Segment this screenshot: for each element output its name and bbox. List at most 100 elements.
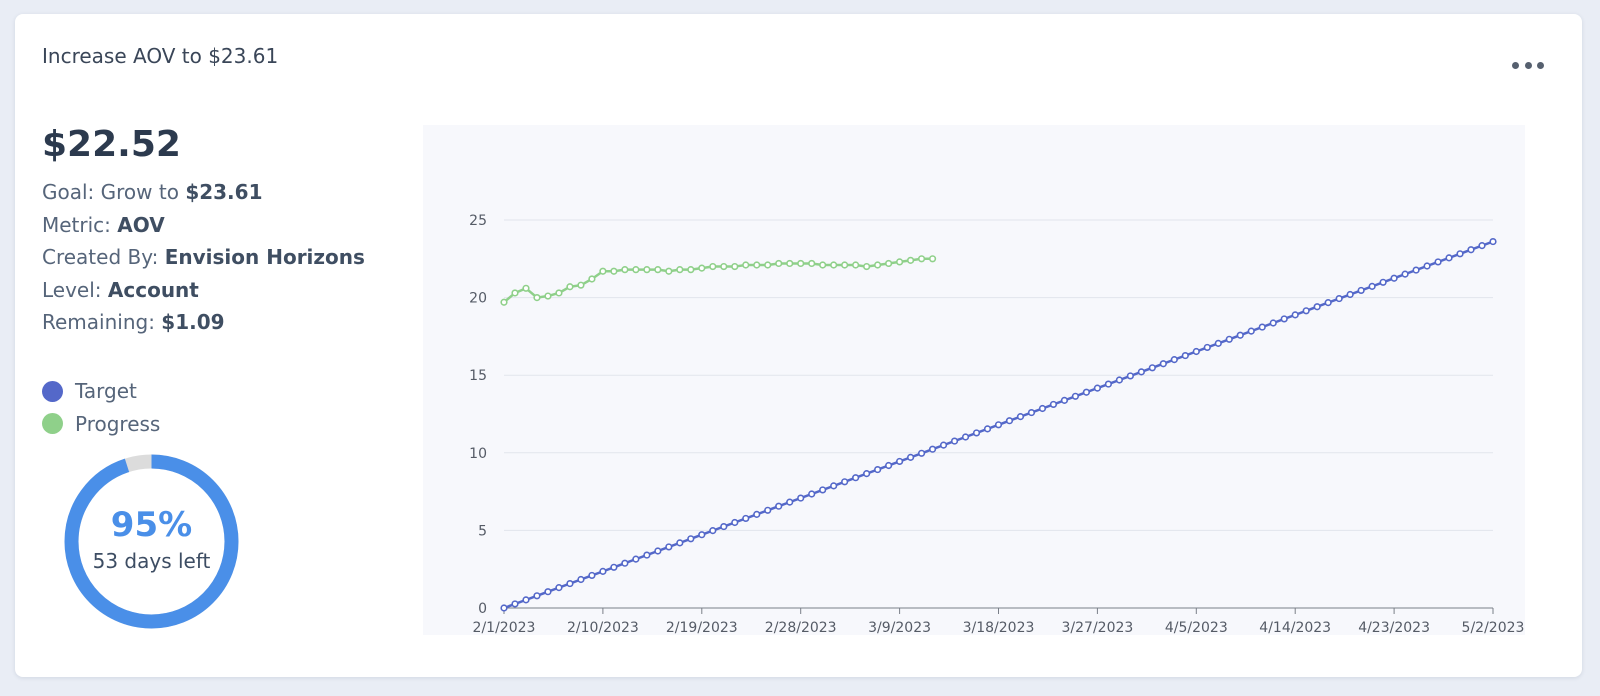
progress-point: [610, 267, 618, 275]
target-point: [1236, 331, 1244, 339]
goal-card: Increase AOV to $23.61 $22.52 Goal: Grow…: [15, 14, 1582, 677]
progress-point: [742, 261, 750, 269]
progress-point: [533, 294, 541, 302]
progress-point: [720, 262, 728, 271]
progress-ring-graphic: [64, 454, 239, 629]
progress-point: [731, 262, 739, 271]
legend-item-target[interactable]: Target: [42, 375, 160, 408]
x-tick-label: 3/9/2023: [868, 620, 931, 635]
goal-chart: 0 5 10 15 20 25 2/1/2023 2/10/2023 2/19/2023 2/28…: [423, 125, 1525, 635]
progress-point: [928, 255, 937, 263]
progress-ring: 95% 53 days left: [63, 453, 240, 630]
progress-point: [566, 283, 574, 291]
target-point: [1478, 242, 1486, 250]
progress-point: [577, 281, 585, 289]
progress-point: [874, 261, 882, 269]
x-tick-label: 4/23/2023: [1358, 620, 1430, 635]
more-dot: [1524, 61, 1532, 69]
progress-point: [687, 266, 695, 274]
progress-point: [698, 264, 706, 272]
target-point: [731, 518, 739, 527]
progress-point: [863, 262, 871, 271]
target-point: [1280, 315, 1288, 323]
target-point: [1192, 347, 1200, 356]
progress-percent: 95%: [110, 505, 193, 545]
target-point: [654, 547, 662, 555]
progress-point: [544, 292, 552, 300]
progress-point: [753, 261, 761, 269]
legend-item-progress[interactable]: Progress: [42, 408, 160, 441]
x-tick-label: 4/5/2023: [1165, 620, 1228, 635]
target-point: [1093, 384, 1102, 392]
target-point: [874, 465, 882, 474]
target-point: [1225, 335, 1233, 343]
x-tick-label: 3/18/2023: [963, 620, 1035, 635]
progress-point: [819, 261, 827, 269]
level-label: Level:: [42, 277, 108, 302]
created-by-label: Created By:: [42, 245, 165, 269]
target-point: [917, 449, 926, 457]
card-title: Increase AOV to $23.61: [42, 44, 279, 68]
target-point: [720, 522, 728, 531]
metric-row: Metric: AOV: [42, 213, 365, 246]
progress-point: [896, 258, 904, 266]
target-point: [928, 445, 937, 453]
ring-fill: [64, 454, 239, 629]
progress-point: [621, 266, 629, 274]
target-point: [1148, 364, 1156, 372]
target-point: [555, 584, 563, 592]
progress-point: [852, 261, 860, 269]
target-point: [1434, 258, 1442, 266]
target-point: [961, 433, 970, 441]
target-point: [1302, 307, 1310, 315]
progress-point: [906, 256, 915, 264]
target-point: [1038, 404, 1047, 413]
goal-label: Goal: Grow to: [42, 180, 186, 204]
target-point: [698, 531, 706, 539]
progress-point: [665, 267, 673, 275]
more-options-icon[interactable]: [1512, 55, 1544, 75]
target-point: [1313, 303, 1321, 311]
target-point: [632, 555, 640, 563]
y-tick-label: 15: [469, 368, 487, 384]
target-point: [1247, 327, 1255, 335]
target-point: [797, 494, 805, 502]
days-left: 53 days left: [92, 549, 211, 573]
target-point: [1269, 319, 1277, 327]
target-point: [1005, 417, 1014, 425]
progress-point: [885, 259, 893, 268]
target-point: [522, 596, 530, 604]
level-value: Account: [107, 277, 199, 302]
target-point: [852, 474, 860, 482]
target-point: [1137, 368, 1145, 376]
target-point: [775, 502, 783, 510]
target-point: [544, 588, 552, 596]
remaining-label: Remaining:: [42, 310, 162, 334]
target-point: [994, 421, 1003, 429]
goal-details: Goal: Grow to $23.61 Metric: AOV Created…: [42, 180, 365, 343]
progress-point: [797, 259, 805, 268]
target-point: [687, 535, 695, 543]
target-point: [1060, 396, 1069, 404]
target-point: [906, 453, 915, 461]
target-point: [896, 457, 904, 466]
progress-point: [676, 266, 684, 274]
target-point: [1016, 413, 1025, 421]
x-tick-label: 5/2/2023: [1462, 620, 1525, 635]
target-point: [742, 514, 750, 523]
target-point: [511, 600, 519, 608]
progress-point: [632, 266, 640, 274]
target-point: [1357, 286, 1365, 295]
created-by-value: Envision Horizons: [164, 245, 365, 269]
target-point: [599, 567, 607, 575]
chart-legend: Target Progress: [42, 375, 160, 440]
target-point: [1126, 372, 1134, 380]
target-point: [1049, 400, 1058, 409]
target-point: [566, 579, 574, 588]
target-point: [1467, 246, 1475, 254]
target-point: [1203, 343, 1211, 352]
y-tick-label: 20: [469, 291, 487, 307]
target-point: [533, 592, 541, 600]
progress-point: [830, 261, 838, 269]
target-point: [1423, 262, 1431, 270]
